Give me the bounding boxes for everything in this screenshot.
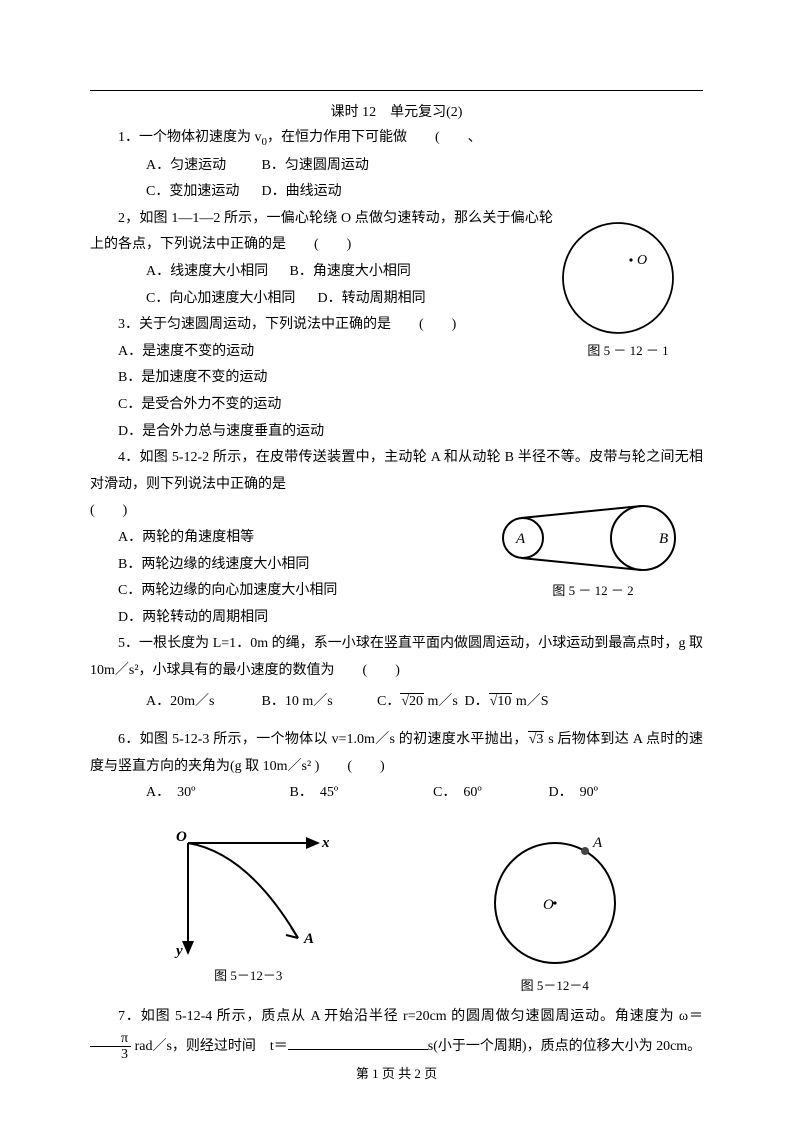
- fig1-cap: 图 5 － 12 － 1: [553, 340, 703, 359]
- fig4-svg: O A: [475, 823, 635, 973]
- q1-D: D．曲线运动: [262, 184, 342, 199]
- q5-C-rad: 20: [409, 694, 423, 709]
- q3-C: C．是受合外力不变的运动: [90, 392, 553, 419]
- fig2-svg: A B: [483, 498, 693, 578]
- q5-stem: 5．一根长度为 L=1．0m 的绳，系一小球在竖直平面内做圆周运动，小球运动到最…: [90, 631, 703, 684]
- q6-A: A． 30º: [118, 780, 258, 807]
- q6-C: C． 60º: [405, 780, 545, 807]
- q7-b: rad／s，则经过时间 t＝: [135, 1039, 288, 1054]
- fig3-A: A: [303, 931, 314, 947]
- page-footer: 第 1 页 共 2 页: [0, 1063, 793, 1082]
- q2-C: C．向心加速度大小相同: [118, 286, 314, 313]
- fig3-O: O: [176, 829, 187, 845]
- q4-stem: 4．如图 5-12-2 所示，在皮带传送装置中，主动轮 A 和从动轮 B 半径不…: [90, 445, 703, 498]
- page: 课时 12 单元复习(2) 1．一个物体初速度为 v0，在恒力作用下可能做 ( …: [0, 0, 793, 1122]
- q3-B: B．是加速度不变的运动: [90, 365, 553, 392]
- q7-frac: π 3: [90, 1031, 131, 1063]
- q7-blank: [288, 1035, 428, 1050]
- fig3-x: x: [321, 835, 330, 851]
- q6-B: B． 45º: [262, 780, 402, 807]
- q2-A: A．线速度大小相同: [118, 259, 286, 286]
- q4-row: ( ) A．两轮的角速度相等 B．两轮边缘的线速度大小相同 C．两轮边缘的向心加…: [90, 498, 703, 631]
- q1-A: A．匀速运动: [118, 153, 258, 180]
- q7-a: 7．如图 5-12-4 所示，质点从 A 开始沿半径 r=20cm 的圆周做匀速…: [118, 1009, 703, 1024]
- fig4-cap: 图 5－12－4: [475, 975, 635, 994]
- q2-row1: A．线速度大小相同 B．角速度大小相同: [90, 259, 553, 286]
- figure-5-12-3: O x y A 图 5－12－3: [158, 823, 338, 984]
- q3-A: A．是速度不变的运动: [90, 339, 553, 366]
- q4-C: C．两轮边缘的向心加速度大小相同: [90, 578, 483, 605]
- q4-paren: ( ): [90, 498, 483, 525]
- q5-C: C．√20 m／s: [349, 689, 461, 716]
- q7-den: 3: [90, 1047, 131, 1062]
- fig-row: O x y A 图 5－12－3 O A 图 5－12－4: [90, 823, 703, 994]
- q1-opts-row1: A．匀速运动 B．匀速圆周运动: [90, 153, 703, 180]
- fig1-O: O: [637, 253, 647, 268]
- q6-stem-a: 6．如图 5-12-3 所示，一个物体以 v=1.0m／s 的初速度水平抛出，: [118, 732, 528, 747]
- fig2-cap: 图 5 － 12 － 2: [483, 580, 703, 599]
- q1-opts-row2: C．变加速运动 D．曲线运动: [90, 179, 703, 206]
- q4-D: D．两轮转动的周期相同: [90, 605, 483, 632]
- q5-C-post: m／s: [424, 694, 458, 709]
- q3-D: D．是合外力总与速度垂直的运动: [90, 419, 553, 446]
- q1-C: C．变加速运动: [118, 179, 258, 206]
- q7-stem: 7．如图 5-12-4 所示，质点从 A 开始沿半径 r=20cm 的圆周做匀速…: [90, 1004, 703, 1062]
- q2-q3-row: 2，如图 1—1—2 所示，一偏心轮绕 O 点做匀速转动，那么关于偏心轮上的各点…: [90, 206, 703, 445]
- figure-5-12-2: A B 图 5 － 12 － 2: [483, 498, 703, 599]
- q1-stem-b: ，在恒力作用下可能做 ( 、: [267, 130, 482, 145]
- q4-A: A．两轮的角速度相等: [90, 525, 483, 552]
- q5-opts: A．20m／s B．10 m／s C．√20 m／s D．√10 m／S: [90, 689, 703, 716]
- q5-D-rad: 10: [497, 694, 511, 709]
- q6-stem: 6．如图 5-12-3 所示，一个物体以 v=1.0m／s 的初速度水平抛出，√…: [90, 727, 703, 780]
- q1-stem-a: 1．一个物体初速度为 v: [118, 130, 262, 145]
- lesson-title: 课时 12 单元复习(2): [90, 101, 703, 121]
- q5-B: B．10 m／s: [234, 689, 346, 716]
- q7-c: s(小于一个周期)，质点的位移大小为 20cm。: [428, 1039, 701, 1054]
- q2-stem: 2，如图 1—1—2 所示，一偏心轮绕 O 点做匀速转动，那么关于偏心轮上的各点…: [90, 206, 553, 259]
- fig4-A: A: [592, 835, 603, 851]
- fig3-svg: O x y A: [158, 823, 338, 963]
- q4-B: B．两轮边缘的线速度大小相同: [90, 552, 483, 579]
- fig2-A: A: [515, 531, 526, 547]
- q6-opts: A． 30º B． 45º C． 60º D． 90º: [90, 780, 703, 807]
- fig1-svg: O: [553, 218, 683, 338]
- q2-row2: C．向心加速度大小相同 D．转动周期相同: [90, 286, 553, 313]
- q5-A: A．20m／s: [118, 689, 230, 716]
- figure-5-12-4: O A 图 5－12－4: [475, 823, 635, 994]
- q2-B: B．角速度大小相同: [290, 264, 411, 279]
- q3-stem: 3．关于匀速圆周运动，下列说法中正确的是 ( ): [90, 312, 553, 339]
- q2-D: D．转动周期相同: [318, 291, 426, 306]
- q1-B: B．匀速圆周运动: [262, 158, 369, 173]
- q5-D-pre: D．: [465, 694, 489, 709]
- fig2-B: B: [659, 531, 668, 547]
- q5-C-pre: C．: [377, 694, 400, 709]
- fig4-O: O: [543, 897, 554, 913]
- q5-D-post: m／S: [512, 694, 548, 709]
- q6-rad: 3: [536, 732, 543, 747]
- q5-D: D．√10 m／S: [465, 693, 549, 709]
- top-rule: [90, 90, 703, 91]
- fig3-y: y: [174, 943, 183, 959]
- fig3-cap: 图 5－12－3: [158, 965, 338, 984]
- q1-stem: 1．一个物体初速度为 v0，在恒力作用下可能做 ( 、: [90, 125, 703, 153]
- q7-num: π: [90, 1031, 131, 1047]
- q6-D: D． 90º: [549, 785, 598, 800]
- figure-5-12-1: O 图 5 － 12 － 1: [553, 218, 703, 359]
